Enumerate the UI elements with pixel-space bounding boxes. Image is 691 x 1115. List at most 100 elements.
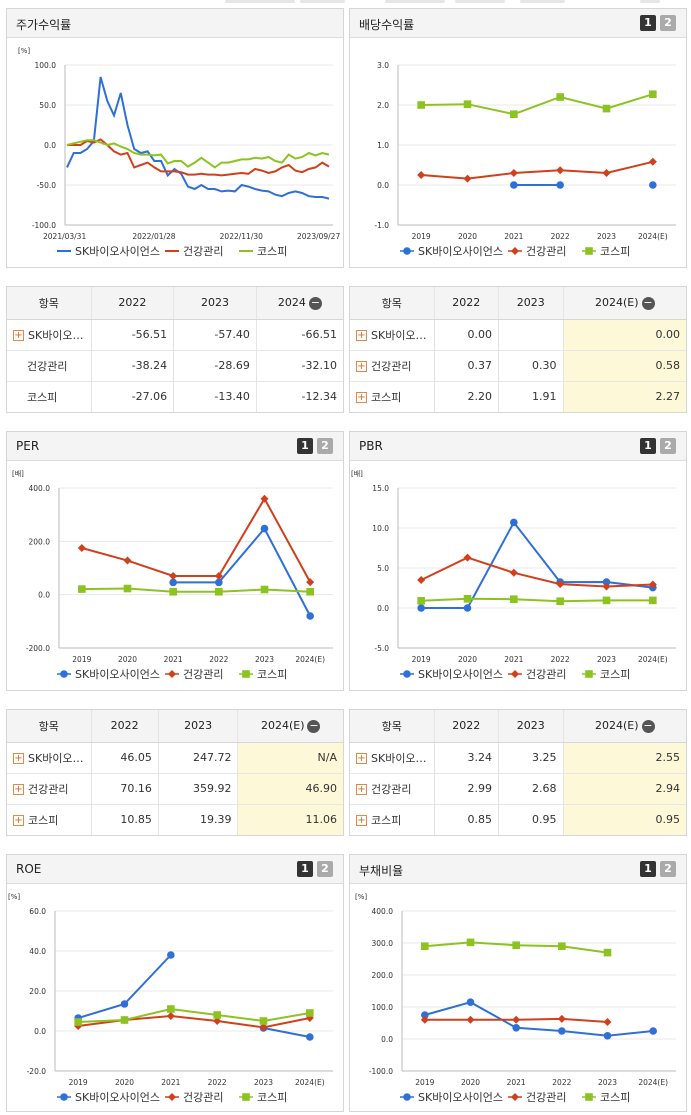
legend-label: SK바이오사이언스 — [418, 1091, 503, 1104]
x-tick-label: 2023 — [598, 1078, 617, 1087]
x-tick-label: 2019 — [69, 1078, 88, 1087]
row-label: + 건강관리 — [350, 350, 434, 382]
table-row: + 코스피 10.85 19.39 11.06 — [7, 804, 343, 835]
col-2023: 2023 — [498, 710, 564, 743]
legend-marker — [403, 247, 411, 255]
view-1-button[interactable]: 1 — [297, 438, 313, 454]
y-tick-label: 100.0 — [35, 61, 57, 70]
row-label: + SK바이오… — [7, 742, 91, 774]
collapse-icon[interactable]: − — [641, 718, 655, 733]
x-tick-label: 2022 — [552, 1078, 571, 1087]
view-2-button[interactable]: 2 — [317, 861, 333, 877]
view-1-button[interactable]: 1 — [640, 15, 656, 31]
y-tick-label: 20.0 — [29, 987, 46, 996]
collapse-icon[interactable]: − — [307, 718, 321, 733]
cell: 11.06 — [237, 804, 343, 835]
legend-marker — [585, 247, 593, 255]
cell: 0.85 — [433, 804, 499, 835]
data-point — [306, 578, 315, 587]
data-point — [558, 1027, 566, 1035]
expand-icon[interactable]: + — [356, 815, 367, 827]
x-tick-label: 2021/03/31 — [43, 232, 86, 241]
col-item: 항목 — [350, 710, 434, 743]
series-line — [66, 139, 330, 169]
view-2-button[interactable]: 2 — [660, 861, 676, 877]
view-1-button[interactable]: 1 — [297, 861, 313, 877]
data-point — [602, 596, 611, 605]
legend-marker — [511, 247, 519, 255]
cell: 70.16 — [90, 773, 159, 805]
view-1-button[interactable]: 1 — [640, 438, 656, 454]
legend-label: 건강관리 — [526, 1091, 566, 1104]
data-point — [306, 612, 314, 620]
panel-pbr: PBR 1 2 [배] 15.0 10.0 5.0 0.0 -5.0 2019 2020 2021 2… — [349, 431, 687, 691]
x-tick-label: 2019 — [412, 232, 431, 241]
expand-icon[interactable]: + — [13, 330, 24, 341]
data-point — [215, 578, 223, 587]
x-tick-label: 2021 — [504, 232, 523, 241]
table-row: + SK바이오… 3.24 3.25 2.55 — [350, 742, 686, 774]
table-pbr: 항목 2022 2023 2024(E) − + SK바이오… 3.24 3.25 2.55 +… — [349, 709, 687, 836]
panel-title: 배당수익률 — [359, 18, 415, 32]
legend-label: 코스피 — [600, 245, 630, 258]
data-point — [510, 110, 518, 118]
series-line — [78, 1007, 311, 1023]
cell: -12.34 — [255, 381, 343, 412]
expand-icon[interactable]: + — [356, 784, 367, 795]
data-point — [417, 597, 425, 605]
panel-stock-return: 주가수익률 [%] 100.0 50.0 0.0 -50.0 -100.0 2021/03/… — [6, 8, 344, 268]
expand-icon[interactable]: + — [13, 784, 24, 795]
panel-header: 부채비율 1 2 — [350, 855, 686, 884]
view-2-button[interactable]: 2 — [660, 438, 676, 454]
collapse-icon[interactable]: − — [641, 295, 655, 310]
expand-icon[interactable]: + — [356, 330, 367, 341]
panel-title: 부채비율 — [359, 864, 404, 878]
col-2024e-label: 2024(E) — [595, 719, 639, 732]
legend-label: SK바이오사이언스 — [418, 668, 503, 681]
cell: 2.20 — [433, 381, 499, 412]
data-point — [463, 553, 472, 562]
panel-header: ROE 1 2 — [7, 855, 343, 884]
y-tick-label: 3.0 — [377, 61, 389, 70]
data-point — [169, 578, 177, 587]
expand-icon[interactable]: + — [13, 815, 24, 827]
legend-marker — [60, 670, 68, 678]
table-row: + SK바이오… 46.05 247.72 N/A — [7, 742, 343, 774]
data-point — [603, 948, 612, 957]
y-tick-label: -1.0 — [374, 221, 389, 230]
col-2024e: 2024(E) − — [562, 710, 686, 743]
series-line — [81, 587, 311, 593]
view-1-button[interactable]: 1 — [640, 861, 656, 877]
expand-icon[interactable]: + — [356, 753, 367, 764]
panel-title: PBR — [359, 439, 383, 453]
cell: 19.39 — [157, 804, 238, 835]
collapse-icon[interactable]: − — [308, 295, 322, 310]
expand-icon[interactable]: + — [356, 361, 367, 372]
expand-icon[interactable]: + — [13, 753, 24, 764]
view-2-button[interactable]: 2 — [317, 438, 333, 454]
x-tick-label: 2021 — [161, 1078, 180, 1087]
data-point — [120, 1016, 129, 1024]
data-point — [77, 544, 86, 552]
data-point — [649, 1027, 657, 1035]
cell: 1.91 — [498, 381, 564, 412]
col-item: 항목 — [7, 287, 91, 320]
data-point — [259, 1017, 268, 1025]
view-2-button[interactable]: 2 — [660, 15, 676, 31]
col-2024e: 2024(E) − — [237, 710, 343, 743]
data-point — [215, 587, 223, 596]
debt-ratio-chart: [%] 400.0 300.0 200.0 100.0 0.0 -100.0 2019 2020… — [355, 893, 676, 1104]
cell: -28.69 — [173, 350, 257, 382]
col-2024e-label: 2024(E) — [260, 719, 305, 732]
x-tick-label: 2020 — [458, 232, 477, 241]
series-line — [78, 1014, 311, 1029]
col-2022: 2022 — [433, 710, 499, 743]
cell: 0.95 — [498, 804, 564, 835]
x-tick-label: 2019 — [412, 655, 431, 664]
data-point — [512, 1015, 521, 1024]
expand-icon[interactable]: + — [356, 392, 367, 404]
cell: 2.99 — [433, 773, 499, 805]
cell — [498, 319, 564, 351]
data-point — [556, 166, 565, 175]
data-point — [602, 104, 611, 113]
